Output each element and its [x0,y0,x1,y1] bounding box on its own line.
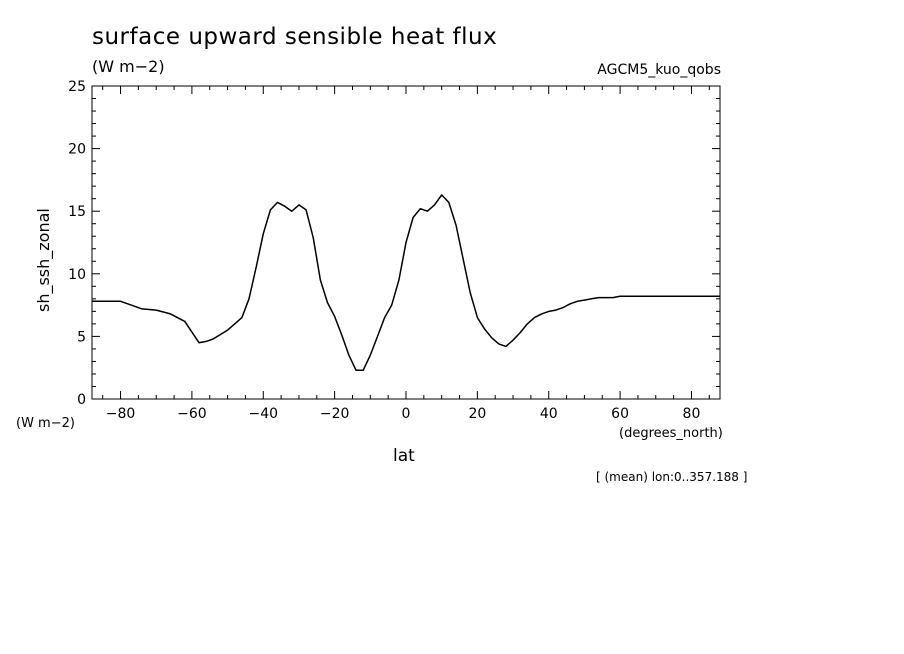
x-tick-label: 80 [683,406,701,422]
y-tick-label: 25 [68,79,86,95]
x-axis-label: lat [393,446,415,466]
y-axis-units: (W m−2) [16,416,75,431]
y-tick-label: 15 [68,204,86,220]
x-tick-label: −60 [177,406,207,422]
y-tick-label: 20 [68,142,86,158]
x-tick-label: −20 [320,406,350,422]
x-tick-label: −80 [106,406,136,422]
y-tick-label: 0 [77,392,86,408]
x-tick-label: 0 [402,406,411,422]
series-line [92,194,720,371]
minor-ticks [92,86,720,399]
y-ticks: 0 5 10 15 20 25 [68,79,720,408]
x-axis-units: (degrees_north) [619,426,723,441]
x-tick-label: −40 [248,406,278,422]
x-tick-label: 40 [540,406,558,422]
y-tick-label: 10 [68,267,86,283]
title-units: (W m−2) [92,57,165,76]
x-tick-label: 60 [611,406,629,422]
averaging-footnote: [ (mean) lon:0..357.188 ] [596,470,748,484]
chart-title: surface upward sensible heat flux [92,24,498,50]
x-tick-label: 20 [468,406,486,422]
model-label: AGCM5_kuo_qobs [597,62,721,78]
x-ticks: −80 −60 −40 −20 0 20 40 60 80 [106,86,701,422]
y-tick-label: 5 [77,329,86,345]
